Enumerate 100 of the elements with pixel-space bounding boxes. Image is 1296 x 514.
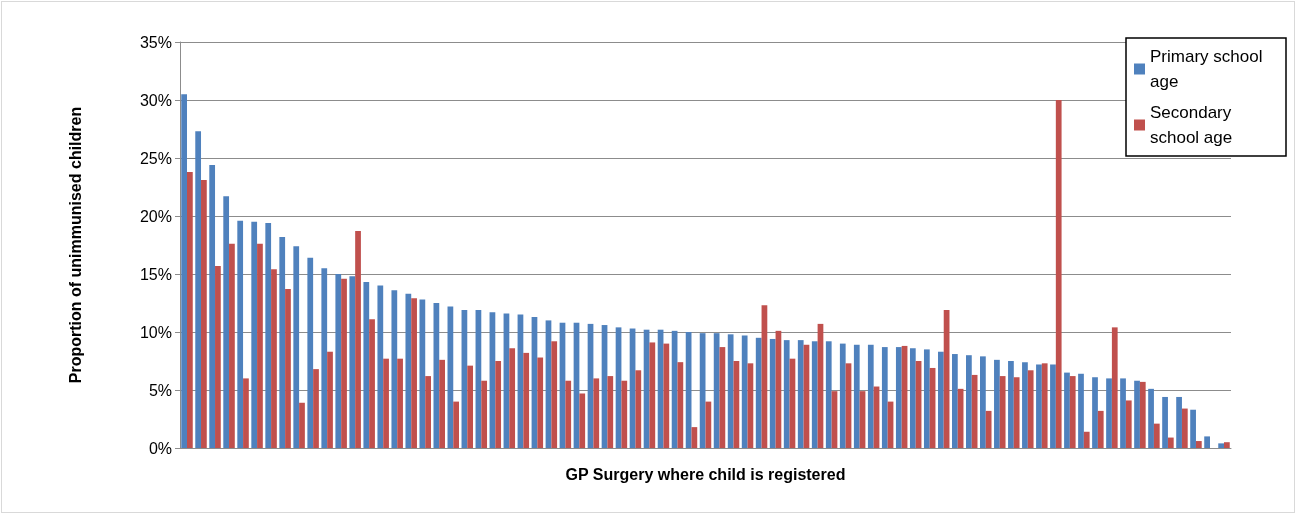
y-tick-label: 30%	[139, 91, 172, 109]
y-tick-label: 25%	[139, 149, 172, 167]
bar	[565, 380, 572, 448]
bar	[985, 410, 992, 448]
bar	[187, 171, 193, 448]
bar	[1092, 377, 1098, 448]
bar	[237, 220, 244, 448]
bar	[1111, 327, 1118, 448]
bar	[355, 231, 361, 448]
bar	[229, 243, 235, 448]
bar	[1162, 396, 1168, 448]
bar	[579, 393, 586, 448]
bar	[1134, 380, 1140, 448]
y-tick-label: 5%	[148, 381, 172, 399]
bar	[265, 222, 272, 448]
bar	[209, 164, 216, 448]
y-tick-label: 10%	[139, 323, 172, 341]
bar	[1083, 431, 1090, 448]
bar	[783, 340, 790, 448]
bar	[867, 344, 874, 448]
bar	[1069, 376, 1076, 448]
bar	[335, 274, 342, 448]
bar	[377, 285, 384, 448]
bar	[593, 378, 600, 448]
bar	[937, 351, 944, 448]
bar	[243, 378, 249, 448]
bar	[1008, 361, 1014, 448]
x-axis-title: GP Surgery where child is registered	[565, 465, 846, 483]
bar	[825, 341, 832, 448]
bar	[349, 276, 356, 448]
bar	[1148, 388, 1154, 448]
bar	[313, 369, 319, 448]
bar	[980, 356, 986, 448]
bar	[1176, 396, 1182, 448]
bar	[853, 344, 860, 448]
bar	[307, 257, 314, 448]
bar	[327, 351, 333, 448]
bar	[621, 380, 628, 448]
bar	[769, 338, 776, 448]
bar	[649, 342, 656, 448]
bar	[405, 293, 412, 448]
bar	[999, 376, 1006, 448]
bar	[481, 380, 488, 448]
bar	[509, 348, 516, 448]
bar	[811, 341, 818, 448]
bar	[321, 268, 328, 448]
bar	[923, 349, 930, 448]
bar	[1055, 100, 1062, 448]
bar	[909, 348, 916, 448]
bar	[1041, 363, 1048, 448]
bar	[453, 401, 460, 448]
bar	[663, 343, 670, 448]
bar	[1097, 410, 1104, 448]
bar	[285, 289, 291, 448]
y-tick-label: 35%	[139, 33, 172, 51]
bar	[257, 243, 263, 448]
bar	[635, 370, 642, 448]
bar	[279, 236, 286, 448]
bar	[951, 354, 958, 448]
bar	[1027, 370, 1034, 448]
bar	[741, 335, 748, 448]
bar	[1223, 442, 1230, 448]
bar	[201, 180, 207, 448]
bar	[369, 319, 375, 448]
bar	[727, 334, 734, 448]
bar	[1125, 400, 1132, 448]
bar	[271, 269, 277, 448]
bar	[181, 94, 188, 448]
bar	[691, 427, 698, 448]
bar	[391, 290, 398, 448]
bar	[755, 337, 762, 448]
bar	[839, 343, 846, 448]
bar	[425, 376, 431, 448]
y-axis-title: Proportion of unimmunised children	[66, 106, 84, 384]
bar	[713, 333, 720, 448]
bar	[677, 362, 684, 448]
legend-label: Secondary school age	[1150, 103, 1236, 147]
bar	[994, 359, 1000, 448]
bar	[1190, 409, 1196, 448]
bar	[1195, 441, 1202, 448]
bar	[411, 298, 417, 448]
bar	[523, 352, 530, 448]
bar	[1050, 364, 1056, 448]
bar	[1181, 408, 1188, 448]
bar	[895, 347, 902, 448]
bar	[1064, 372, 1070, 448]
bar	[215, 265, 221, 448]
bar	[699, 333, 706, 448]
bar	[495, 361, 502, 448]
bar	[251, 221, 258, 448]
legend-label: Primary school age	[1150, 47, 1268, 91]
bar	[439, 359, 445, 448]
bar	[1153, 423, 1160, 448]
bar	[607, 376, 614, 448]
bar	[419, 299, 426, 448]
y-tick-label: 20%	[139, 207, 172, 225]
bar	[1106, 378, 1112, 448]
bar	[1078, 373, 1084, 448]
bar	[1036, 364, 1042, 448]
bar	[293, 246, 300, 448]
